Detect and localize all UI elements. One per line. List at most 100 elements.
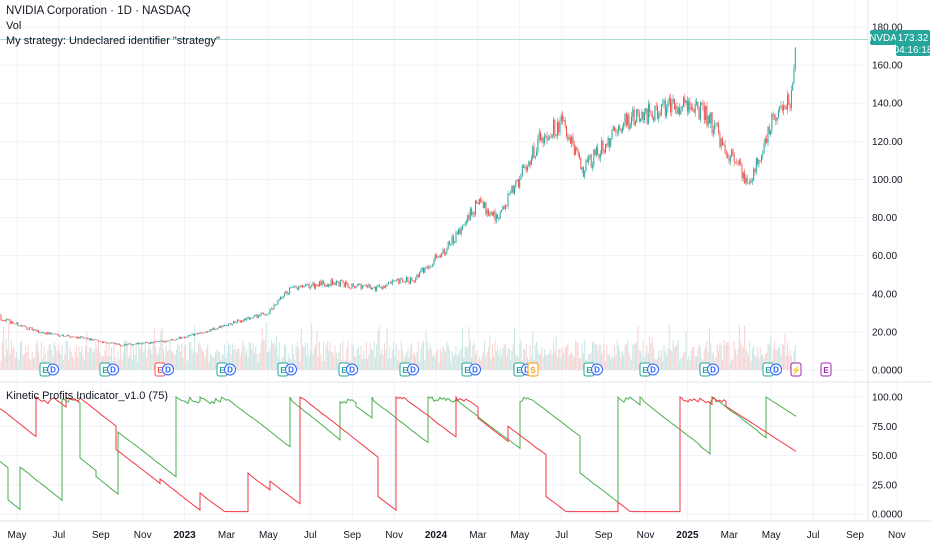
volume-bar [307,343,309,370]
volume-label[interactable]: Vol [6,20,22,32]
price-candle [729,156,731,162]
price-candle [218,326,220,328]
volume-bar [247,356,249,370]
price-candle [248,317,250,320]
price-candle [508,193,510,195]
price-candle [686,100,688,112]
price-candle [168,340,170,342]
volume-bar [306,356,307,370]
volume-bar [593,341,595,370]
volume-bar [9,354,11,370]
dividend-marker-letter: D [227,366,233,375]
volume-bar [334,346,336,370]
volume-bar [283,343,285,370]
volume-bar [777,345,779,370]
earnings-marker-letter: E [402,366,408,375]
price-candle [605,143,606,153]
volume-bar [676,344,678,370]
symbol-title[interactable]: NVIDIA Corporation · 1D · NASDAQ [6,5,191,17]
volume-bar [451,350,453,370]
price-candle [202,333,203,334]
volume-bar [230,354,232,370]
volume-bar [718,350,720,370]
price-candle [576,147,578,151]
price-candle [55,333,57,335]
price-candle [347,283,349,288]
volume-bar [194,326,196,370]
volume-bar [510,359,512,370]
price-candle [510,192,512,194]
price-candle [46,332,47,335]
indicator-series-green [0,395,797,511]
price-candle [403,281,405,283]
price-candle [421,267,423,271]
volume-bar [437,349,439,370]
volume-bar [537,351,539,370]
volume-bar [346,347,348,370]
volume-bar [265,322,267,370]
volume-bar [257,361,259,370]
price-candle [694,104,696,113]
volume-bar [723,340,725,370]
volume-bar [719,342,721,370]
price-candle [762,152,764,156]
volume-bar [99,352,101,370]
volume-bar [541,346,543,370]
price-candle [742,172,744,179]
price-candle [612,126,614,130]
volume-bar [163,349,164,370]
price-candle [632,109,634,117]
price-candle [712,129,714,133]
volume-bar [412,354,414,370]
volume-bar [645,352,647,370]
price-candle [277,300,279,305]
volume-bar [372,350,374,370]
volume-bar [17,358,19,370]
event-markers[interactable]: E D E D E D E D E D E D E D E D E D S E D E D E D E D ⚡ E [39,362,832,377]
volume-bar [647,353,649,370]
price-candle [550,137,552,139]
strategy-error-label[interactable]: My strategy: Undeclared identifier "stra… [6,35,220,47]
volume-bar [482,352,484,370]
price-candle [260,312,262,316]
price-candle [497,214,499,219]
volume-bar [300,328,302,370]
volume-bar [525,343,527,370]
volume-bar [161,327,163,370]
price-candle [337,280,339,282]
volume-bar [177,343,179,370]
volume-bar [130,341,132,370]
volume-bar [0,361,2,370]
price-candle [254,315,255,317]
time-tick-label: 2023 [173,530,196,541]
volume-bar [274,345,276,370]
price-candle [385,285,387,288]
volume-bar [268,351,270,370]
volume-bar [23,353,25,370]
volume-bar [558,348,560,370]
price-candle [166,340,168,342]
price-candle [627,114,629,126]
dividend-marker-letter: D [165,366,171,375]
volume-bar [538,354,540,370]
volume-bar [601,354,603,370]
volume-bar [529,345,531,370]
volume-bar [178,345,180,370]
volume-bar [138,341,140,370]
volume-bar [156,352,158,370]
price-candle [317,285,319,287]
price-candle [316,284,318,286]
earnings-marker: ⚡ [790,362,802,377]
price-candle [101,341,103,343]
volume-bar [602,350,604,370]
volume-bar [794,344,796,370]
indicator-title[interactable]: Kinetic Profits Indicator_v1.0 (75) [6,390,169,402]
price-candle [172,339,174,341]
volume-bar [553,340,554,370]
price-candle [699,103,701,120]
price-candle [135,342,137,344]
price-candle [3,320,5,321]
volume-bar [575,340,577,370]
